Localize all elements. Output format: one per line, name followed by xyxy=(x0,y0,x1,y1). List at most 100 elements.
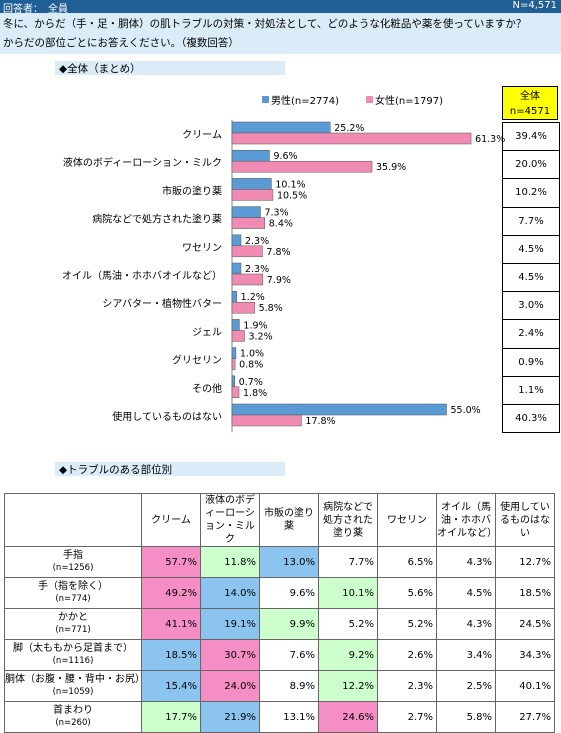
overall-value: 0.9% xyxy=(502,347,560,377)
bar-value-label: 25.2% xyxy=(334,123,364,134)
table-cell: 18.5% xyxy=(141,639,201,671)
table-row: かかと (n=771) 41.1% 19.1% 9.9% 5.2% 5.2% 4.3% 24.5… xyxy=(4,608,555,640)
bar xyxy=(231,301,255,314)
table-cell: 17.7% xyxy=(141,701,201,733)
row-name: 手指 xyxy=(63,550,83,561)
table-cell: 21.9% xyxy=(200,701,260,733)
table-cell: 14.0% xyxy=(200,577,260,609)
table-cell: 9.9% xyxy=(259,608,319,640)
bar xyxy=(231,234,242,247)
category-label: 使用しているものはない xyxy=(112,410,222,423)
table-cell: 12.2% xyxy=(318,670,378,702)
table-cell: 24.0% xyxy=(200,670,260,702)
section1-title: ◆全体（まとめ） xyxy=(59,63,141,75)
bar-value-label: 2.3% xyxy=(245,264,269,275)
bar-value-label: 55.0% xyxy=(451,405,481,416)
bar xyxy=(231,358,236,370)
row-name: かかと xyxy=(58,612,88,623)
table-body: 手指 (n=1256) 57.7% 11.8% 13.0% 7.7% 6.5% 4.3% 12.… xyxy=(4,546,555,733)
category-label: 病院などで処方された塗り薬 xyxy=(92,213,222,226)
bar xyxy=(231,319,240,331)
row-name: 脚（太ももから足首まで） xyxy=(13,643,133,654)
bar-value-label: 10.1% xyxy=(275,179,305,190)
header-bar: 回答者： 全員 N=4,571 xyxy=(0,0,561,15)
overall-value: 7.7% xyxy=(502,206,560,236)
table-cell: 5.2% xyxy=(318,608,378,640)
category-label: 液体のボディーローション・ミルク xyxy=(63,156,222,169)
row-header: かかと (n=771) xyxy=(4,608,142,640)
bar-value-label: 7.9% xyxy=(267,275,291,286)
bar xyxy=(231,414,302,427)
table-cell: 34.3% xyxy=(495,639,555,671)
category-label: クリーム xyxy=(182,129,222,141)
table-cell: 7.6% xyxy=(259,639,319,671)
row-name: 手（指を除く） xyxy=(38,581,108,592)
bar-value-label: 2.3% xyxy=(245,236,269,247)
col-header: 病院などで処方された塗り薬 xyxy=(318,493,378,547)
legend-label: 男性(n=2774) xyxy=(271,94,339,107)
bar-value-label: 9.6% xyxy=(273,151,297,162)
table-cell: 2.6% xyxy=(377,639,437,671)
table-cell: 6.5% xyxy=(377,546,437,578)
col-header: クリーム xyxy=(141,493,201,547)
table-cell: 24.5% xyxy=(495,608,555,640)
section1-bg xyxy=(55,61,285,75)
table-cell: 18.5% xyxy=(495,577,555,609)
overall-value: 4.5% xyxy=(502,234,560,264)
table-cell: 41.1% xyxy=(141,608,201,640)
col-header: 市販の塗り薬 xyxy=(259,493,319,547)
bar xyxy=(231,290,237,303)
bar xyxy=(231,245,263,258)
sample-size-label: N=4,571 xyxy=(512,0,558,11)
row-n: (n=774) xyxy=(55,594,91,604)
question-line-2: からだの部位ごとにお答えください。（複数回答） xyxy=(3,37,239,49)
table-cell: 5.6% xyxy=(377,577,437,609)
table-cell: 27.7% xyxy=(495,701,555,733)
table-row: 脚（太ももから足首まで） (n=1116) 18.5% 30.7% 7.6% 9.2% 2.… xyxy=(4,639,555,671)
table-cell: 7.7% xyxy=(318,546,378,578)
bar xyxy=(231,121,331,134)
row-name: 胴体（お腹・腰・背中・お尻） xyxy=(5,674,145,685)
row-n: (n=1059) xyxy=(52,687,94,697)
bar-value-label: 1.9% xyxy=(243,320,267,331)
bar-value-label: 10.5% xyxy=(277,190,307,201)
table-cell: 15.4% xyxy=(141,670,201,702)
row-header: 手（指を除く） (n=774) xyxy=(4,577,142,609)
bar xyxy=(231,347,237,359)
bar xyxy=(231,386,240,399)
bar-value-label: 1.2% xyxy=(241,292,265,303)
table-row: 手（指を除く） (n=774) 49.2% 14.0% 9.6% 10.1% 5.6% 4.5… xyxy=(4,577,555,609)
category-label: シアバター・植物性バター xyxy=(102,297,222,310)
category-label: ワセリン xyxy=(182,242,222,254)
table-header-row: クリーム 液体のボディーローション・ミルク 市販の塗り薬 病院などで処方された塗… xyxy=(4,493,555,547)
legend-swatch xyxy=(262,96,269,103)
respondent-label: 回答者： 全員 xyxy=(3,4,68,15)
overall-value: 40.3% xyxy=(502,404,560,434)
table-cell: 2.5% xyxy=(436,670,496,702)
bar-value-label: 61.3% xyxy=(475,134,505,145)
table-row: 手指 (n=1256) 57.7% 11.8% 13.0% 7.7% 6.5% 4.3% 12.… xyxy=(4,546,555,578)
bar xyxy=(231,330,245,342)
overall-value: 20.0% xyxy=(502,150,560,180)
bar-value-label: 7.8% xyxy=(266,247,290,258)
bar xyxy=(231,189,274,201)
table-cell: 12.7% xyxy=(495,546,555,578)
bar xyxy=(231,262,242,275)
overall-value: 1.1% xyxy=(502,375,560,405)
table-cell: 4.3% xyxy=(436,546,496,578)
category-label: 市販の塗り薬 xyxy=(162,184,222,197)
category-label: その他 xyxy=(192,382,222,395)
overall-value: 3.0% xyxy=(502,291,560,321)
legend-label: 女性(n=1797) xyxy=(375,94,443,107)
table-cell: 4.5% xyxy=(436,577,496,609)
row-n: (n=771) xyxy=(55,625,91,635)
table-cell: 10.1% xyxy=(318,577,378,609)
col-header: 液体のボディーローション・ミルク xyxy=(200,493,260,547)
table-cell: 5.2% xyxy=(377,608,437,640)
overall-value: 39.4% xyxy=(502,122,560,152)
bar xyxy=(231,217,266,229)
table-cell: 13.1% xyxy=(259,701,319,733)
bar xyxy=(231,132,472,145)
category-label: オイル（馬油・ホホバオイルなど） xyxy=(62,269,222,282)
bar xyxy=(231,375,235,388)
